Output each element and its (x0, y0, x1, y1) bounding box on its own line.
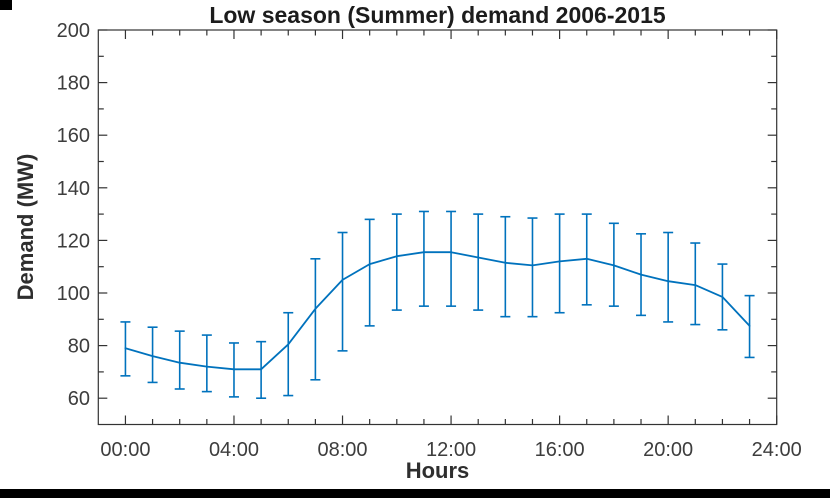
x-tick-label: 24:00 (752, 439, 802, 461)
plot-box (97, 29, 778, 426)
y-tick-label: 160 (57, 125, 90, 147)
bottom-bar (0, 489, 830, 498)
y-tick-label: 80 (68, 336, 90, 358)
chart-title: Low season (Summer) demand 2006-2015 (209, 2, 666, 28)
corner-mark (0, 0, 12, 10)
y-tick-label: 180 (57, 73, 90, 95)
y-tick-label: 140 (57, 178, 90, 200)
y-tick-label: 200 (57, 20, 90, 42)
x-axis-label: Hours (405, 458, 470, 483)
x-tick-label: 08:00 (317, 439, 367, 461)
y-tick-label: 60 (68, 388, 90, 410)
y-tick-label: 120 (57, 230, 90, 252)
x-tick-label: 00:00 (100, 439, 150, 461)
x-tick-label: 20:00 (643, 439, 693, 461)
y-tick-label: 100 (57, 283, 90, 305)
demand-line (124, 251, 751, 371)
x-tick-label: 04:00 (209, 439, 259, 461)
x-tick-label: 16:00 (535, 439, 585, 461)
x-tick-label: 12:00 (426, 439, 476, 461)
